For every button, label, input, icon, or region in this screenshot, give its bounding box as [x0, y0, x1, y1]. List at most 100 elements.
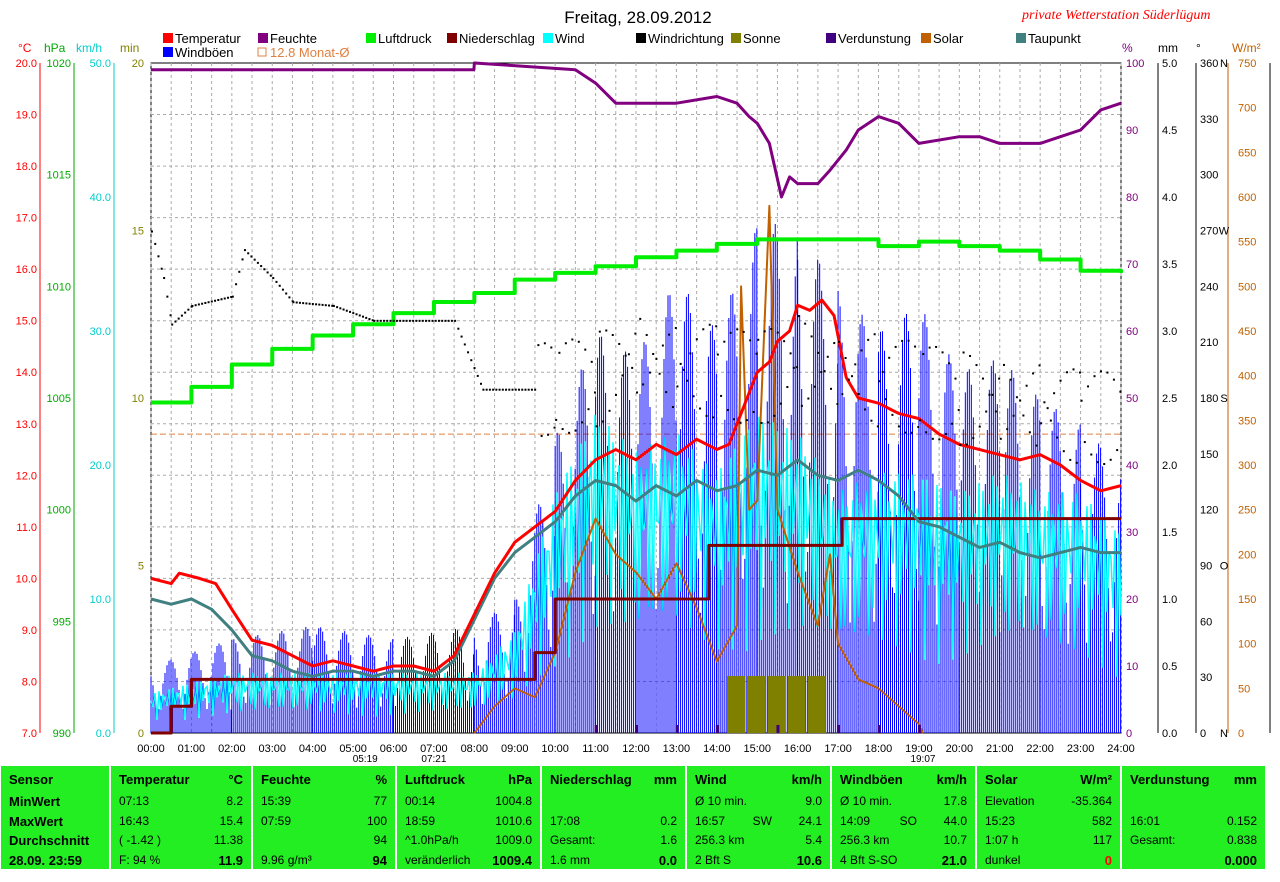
tick-label-pct: 10 [1126, 661, 1138, 673]
stats-header: Windböen km/h [840, 772, 967, 787]
tick-label-time: 05:00 [339, 743, 367, 755]
wind-direction-dot [392, 319, 395, 322]
wind-direction-dot [285, 292, 288, 295]
legend-label: Solar [933, 31, 964, 46]
wind-direction-dot [851, 375, 854, 378]
wind-direction-dot [954, 377, 957, 380]
series-dewpoint [150, 458, 1121, 678]
stats-unit: °C [228, 772, 243, 787]
wind-direction-dot [272, 277, 275, 280]
wind-direction-dot [214, 299, 217, 302]
stats-row: 9.96 g/m³ 94 [261, 853, 387, 871]
stats-row: Ø 10 min. 9.0 [695, 794, 822, 812]
wind-direction-dot [250, 255, 253, 258]
wind-direction-dot [210, 300, 213, 303]
wind-direction-dot [342, 308, 345, 311]
wind-direction-dot [914, 345, 917, 348]
wind-direction-dot [508, 388, 511, 391]
wind-direction-dot [1072, 368, 1075, 371]
wind-direction-dot [792, 366, 795, 369]
wind-direction-dot [305, 302, 308, 305]
wind-direction-dot [157, 255, 160, 258]
wind-direction-dot [1035, 444, 1038, 447]
tick-label-min: 5 [138, 561, 144, 573]
wind-direction-dot [621, 374, 624, 377]
tick-label-temp: 12.0 [16, 470, 37, 482]
axis-unit-mm: mm [1158, 41, 1178, 55]
wind-direction-dot [415, 319, 418, 322]
evaporation-mark [635, 725, 638, 733]
wind-direction-dot [1103, 463, 1106, 466]
wind-direction-dot [511, 388, 514, 391]
wind-direction-dot [668, 333, 671, 336]
tick-label-mm: 2.0 [1162, 460, 1177, 472]
wind-direction-dot [450, 319, 453, 322]
wind-direction-dot [1015, 396, 1018, 399]
tick-label-time: 15:00 [743, 743, 771, 755]
wind-direction-dot [1090, 453, 1093, 456]
stats-time: 15:23 [985, 813, 1016, 828]
stats-time: 256.3 km [840, 833, 890, 847]
wind-direction-dot [931, 437, 934, 440]
wind-direction-dot [876, 425, 879, 428]
wind-direction-dot [736, 328, 739, 331]
wind-direction-dot [498, 388, 501, 391]
wind-direction-dot [608, 409, 611, 412]
wind-direction-dot [253, 258, 256, 261]
wind-direction-dot [598, 330, 601, 333]
stats-panel-feuchte: Feuchte% 15:39 77 07:59 100 94 9.96 g/m³ 94 [252, 765, 396, 870]
wind-direction-dot [1022, 414, 1025, 417]
wind-direction-dot [642, 383, 645, 386]
tick-label-temp: 16.0 [16, 264, 37, 276]
wind-direction-dot [817, 351, 820, 354]
wind-direction-dot [975, 364, 978, 367]
tick-label-time: 03:00 [258, 743, 286, 755]
wind-direction-dot [311, 303, 314, 306]
wind-direction-dot [1069, 458, 1072, 461]
wind-direction-dot [755, 352, 758, 355]
wind-direction-dot [441, 319, 444, 322]
legend-swatch [163, 33, 173, 43]
tick-label-wm2: 350 [1238, 415, 1256, 427]
tick-label-temp: 9.0 [22, 625, 37, 637]
evaporation-mark [594, 725, 598, 733]
wind-direction-dot [534, 388, 537, 391]
chart-title: Freitag, 28.09.2012 [564, 8, 711, 27]
wind-direction-dot [1112, 378, 1115, 381]
wind-direction-dot [922, 353, 925, 356]
tick-label-temp: 19.0 [16, 110, 37, 122]
stats-row: 18:59 1010.6 [405, 814, 532, 832]
wind-direction-dot [742, 330, 745, 333]
wind-direction-dot [959, 443, 962, 446]
tick-label-deg: 240 [1200, 281, 1218, 293]
stats-value: 1.6 [660, 833, 677, 847]
tick-label-deg: 300 [1200, 170, 1218, 182]
wind-direction-dot [260, 265, 263, 268]
wind-direction-dot [166, 295, 169, 298]
wind-direction-dot [951, 422, 954, 425]
tick-label-wm2: 50 [1238, 683, 1250, 695]
wind-direction-dot [739, 421, 742, 424]
wind-direction-dot [460, 335, 463, 338]
tick-label-time: 20:00 [946, 743, 974, 755]
stats-header: Temperatur °C [119, 772, 243, 787]
stats-row [550, 794, 677, 812]
tick-label-time: 00:00 [137, 743, 165, 755]
wind-direction-dot [624, 354, 627, 357]
wind-direction-dot [1019, 399, 1022, 402]
tick-label-wm2: 750 [1238, 58, 1256, 70]
stats-value: 117 [1092, 833, 1112, 847]
stats-time: 15:39 [261, 794, 292, 808]
tick-label-temp: 7.0 [22, 728, 37, 740]
stats-time: 16:01 [1130, 813, 1161, 828]
tick-label-pct: 0 [1126, 728, 1132, 740]
station-name: private Wetterstation Süderlügum [1021, 8, 1210, 23]
tick-label-time: 16:00 [784, 743, 812, 755]
wind-direction-dot [994, 410, 997, 413]
wind-direction-dot [171, 323, 174, 326]
stats-row: Durchschnitt [9, 833, 101, 851]
wind-direction-dot [476, 374, 479, 377]
wind-direction-dot [870, 419, 873, 422]
tick-label-wm2: 650 [1238, 147, 1256, 159]
stats-value: 11.38 [213, 833, 243, 847]
